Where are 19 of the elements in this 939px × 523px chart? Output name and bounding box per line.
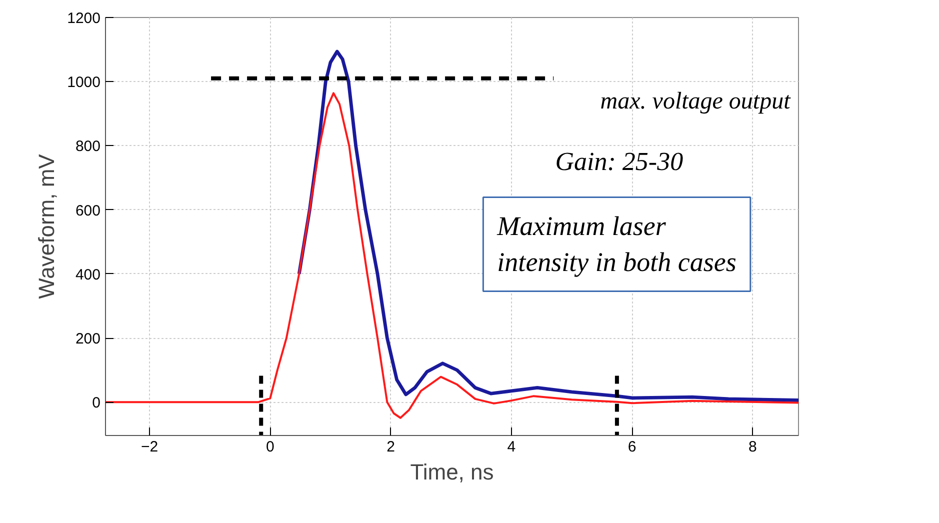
- y-tick-label: 600: [75, 202, 101, 220]
- x-tick-label: 0: [266, 438, 274, 456]
- x-tick-label: 6: [628, 438, 636, 456]
- y-tick-label: 400: [75, 266, 101, 284]
- x-tick-label: 8: [748, 438, 757, 456]
- x-tick-label: −2: [140, 438, 158, 456]
- y-axis-title: Waveform, mV: [34, 154, 60, 299]
- y-tick-label: 200: [75, 330, 101, 348]
- y-tick-label: 800: [75, 138, 101, 156]
- x-tick-label: 2: [386, 438, 395, 456]
- line-series: [106, 92, 798, 419]
- annotation: Maximum laser intensity in both cases: [496, 211, 736, 278]
- annotation: max. voltage output: [600, 88, 792, 115]
- y-tick-label: 1000: [67, 74, 101, 92]
- x-tick-label: 4: [507, 438, 516, 456]
- y-tick-label: 0: [92, 394, 100, 412]
- y-tick-label: 1200: [67, 10, 101, 27]
- annotation: Gain: 25-30: [555, 147, 684, 176]
- x-axis-title: Time, ns: [410, 460, 494, 484]
